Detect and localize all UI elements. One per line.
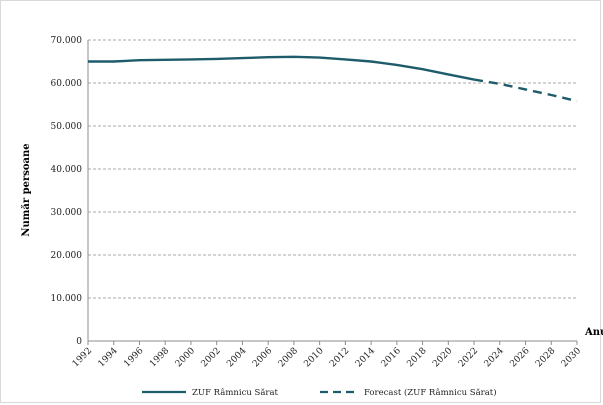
grid-lines <box>88 39 577 299</box>
x-tick-label: 2018 <box>405 346 428 369</box>
x-axis-title: Anul <box>584 327 603 338</box>
x-tick-label: 2024 <box>483 346 506 369</box>
x-tick-label: 2026 <box>508 346 531 369</box>
x-tick-label: 1998 <box>148 346 171 369</box>
y-tick-label: 50.000 <box>51 122 83 132</box>
x-tick-label: 2012 <box>328 346 351 369</box>
y-tick-label: 70.000 <box>51 36 83 46</box>
legend-label-forecast: Forecast (ZUF Râmnicu Sărat) <box>364 387 497 398</box>
y-tick-label: 20.000 <box>51 251 83 261</box>
x-tick-label: 2014 <box>354 346 377 369</box>
y-tick-label: 60.000 <box>51 79 83 89</box>
x-tick-label: 2020 <box>431 346 454 369</box>
historical-series-line <box>88 55 475 81</box>
x-tick-label: 1996 <box>122 346 145 369</box>
x-tick-label: 2030 <box>560 346 583 369</box>
x-tick-label: 2008 <box>277 346 300 369</box>
legend-label-historical: ZUF Râmnicu Sărat <box>192 387 279 398</box>
x-tick-label: 1994 <box>97 346 120 369</box>
y-tick-label: 0 <box>76 337 82 347</box>
y-tick-label: 30.000 <box>51 208 83 218</box>
x-tick-label: 2016 <box>380 346 403 369</box>
x-tick-label: 2002 <box>200 346 223 369</box>
x-tick-label: 2022 <box>457 346 480 369</box>
axes <box>87 40 578 345</box>
x-tick-label: 2000 <box>174 346 197 369</box>
y-axis-title: Număr persoane <box>21 143 32 236</box>
x-tick-label: 2028 <box>534 346 557 369</box>
x-tick-label: 2010 <box>302 346 325 369</box>
x-tick-label: 1992 <box>71 346 94 369</box>
y-tick-label: 10.000 <box>51 294 83 304</box>
series-lines <box>88 55 578 103</box>
x-tick-label: 2004 <box>225 346 248 369</box>
legend: ZUF Râmnicu Sărat Forecast (ZUF Râmnicu … <box>142 387 497 398</box>
x-tick-label: 2006 <box>251 346 274 369</box>
forecast-series-line <box>473 78 578 103</box>
y-tick-label: 40.000 <box>51 165 83 175</box>
tick-labels: 0 10.000 20.000 30.000 40.000 50.000 60.000 70.… <box>51 36 584 369</box>
